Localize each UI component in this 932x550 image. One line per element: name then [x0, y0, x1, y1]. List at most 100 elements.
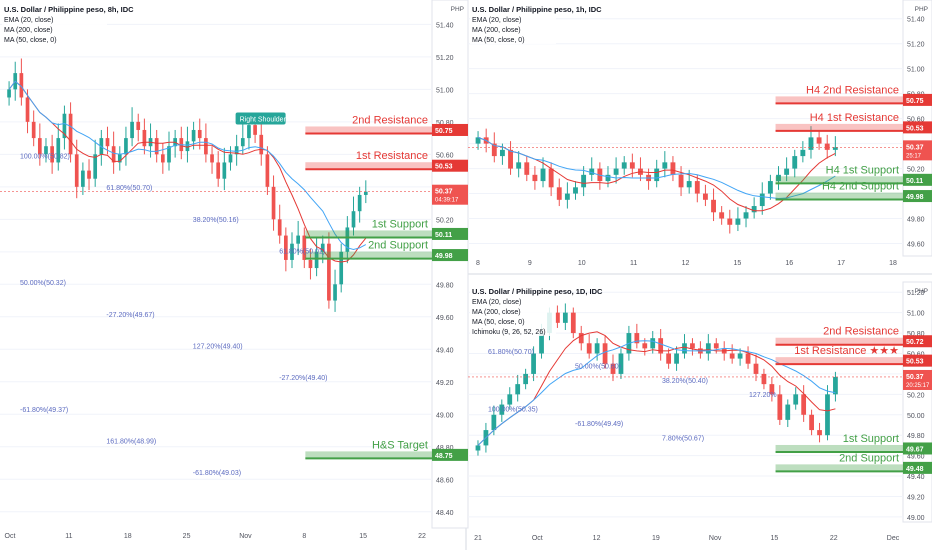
candle-body: [769, 384, 775, 395]
currency-label: PHP: [915, 6, 928, 13]
fib-label: 38.20%(50.40): [662, 378, 708, 385]
level-band: [305, 230, 432, 238]
candle-body: [605, 174, 611, 182]
y-tick-label: 50.80: [907, 331, 925, 338]
x-tick-label: 10: [578, 260, 586, 267]
chart-header: U.S. Dollar / Philippine peso, 1D, IDC: [472, 287, 603, 296]
candle-body: [532, 174, 538, 182]
level-label: 2nd Resistance: [352, 114, 428, 126]
level-price-tag: [903, 121, 932, 134]
candle-body: [784, 168, 790, 175]
indicator-label: MA (50, close, 0): [472, 37, 525, 44]
level-band: [305, 251, 432, 259]
level-band: [775, 444, 903, 452]
level-price-tag-text: 49.48: [906, 466, 924, 473]
candle-body: [666, 353, 671, 364]
candle-body: [727, 218, 733, 225]
candle-body: [265, 154, 270, 187]
countdown-text: 25:17: [906, 153, 922, 159]
y-tick-label: 50.20: [907, 392, 925, 399]
candle-body: [751, 206, 757, 213]
x-tick-label: Oct: [532, 535, 543, 542]
candle-body: [800, 149, 806, 157]
candle-body: [160, 154, 165, 163]
candle-body: [524, 162, 530, 175]
x-tick-label: Dec: [887, 535, 900, 542]
fib-label: 61.80%(50.01): [279, 248, 325, 255]
level-band: [305, 162, 432, 170]
candle-body: [753, 363, 759, 374]
x-tick-label: 11: [630, 260, 637, 267]
candle-body: [284, 235, 288, 260]
candle-body: [314, 251, 319, 269]
level-label: 2nd Support: [839, 452, 899, 464]
y-tick-label: 51.20: [436, 55, 454, 62]
candle-body: [686, 181, 692, 188]
y-tick-label: 49.00: [436, 412, 454, 419]
candle-body: [117, 154, 122, 163]
level-price-tag: [903, 442, 932, 455]
countdown-text: 04:39:17: [435, 198, 459, 204]
candle-body: [589, 168, 595, 175]
y-tick-label: 49.80: [436, 282, 454, 289]
candle-body: [62, 113, 67, 139]
level-price-tag-text: 50.53: [906, 359, 924, 366]
candle-body: [499, 149, 505, 157]
level-price-tag-text: 50.75: [435, 128, 453, 135]
candle-body: [7, 89, 11, 98]
level-price-tag: [432, 249, 468, 262]
candle-body: [824, 143, 830, 150]
candle-body: [191, 129, 196, 142]
fib-label: 100.00%(50.82): [20, 153, 70, 160]
candle-body: [702, 193, 708, 200]
ma-line: [8, 80, 367, 251]
candle-body: [222, 162, 227, 179]
x-tick-label: 22: [830, 535, 838, 542]
fib-label: -61.80%(49.49): [575, 421, 623, 428]
candle-body: [743, 212, 749, 219]
candle-body: [204, 138, 208, 155]
x-tick-label: Nov: [709, 535, 722, 542]
candle-body: [719, 212, 725, 219]
y-tick-label: 51.00: [907, 67, 925, 74]
candle-body: [167, 146, 171, 163]
level-label: H4 1st Support: [826, 164, 899, 176]
legend-box: [470, 284, 556, 336]
level-band: [305, 126, 432, 134]
candle-body: [711, 199, 716, 213]
candle-body: [586, 343, 592, 354]
candle-body: [745, 353, 751, 364]
indicator-label: MA (50, close, 0): [472, 319, 525, 326]
candle-body: [37, 138, 42, 155]
candle-body: [290, 243, 294, 260]
level-label: 2nd Resistance: [823, 326, 899, 338]
y-tick-label: 51.00: [907, 311, 925, 318]
chart-panel-1D: 51.2051.0050.8050.6050.4050.2050.0049.80…: [468, 281, 932, 542]
candle-body: [50, 146, 54, 163]
level-price-tag-text: 50.11: [906, 178, 923, 185]
y-tick-label: 49.60: [436, 315, 454, 322]
fib-label: 61.80%(50.70): [106, 185, 152, 192]
candle-body: [642, 343, 648, 349]
ema-line: [8, 80, 367, 263]
level-label: 1st Resistance ★★★: [794, 345, 899, 357]
level-label: 2nd Support: [368, 240, 428, 252]
fib-label: -27.20%(49.40): [279, 375, 327, 382]
y-tick-label: 49.60: [907, 242, 925, 249]
level-band: [775, 96, 903, 104]
y-tick-label: 49.00: [907, 515, 925, 522]
candle-body: [808, 137, 814, 150]
level-price-tag-text: 50.53: [435, 164, 453, 171]
candle-body: [548, 168, 554, 188]
chart-header: U.S. Dollar / Philippine peso, 1h, IDC: [472, 5, 602, 14]
level-price-tag: [903, 335, 932, 348]
candle-body: [68, 113, 73, 155]
candle-body: [555, 312, 560, 323]
y-tick-label: 48.60: [436, 477, 454, 484]
level-price-tag: [903, 461, 932, 474]
level-price-tag: [903, 93, 932, 106]
candle-body: [801, 394, 807, 415]
candle-body: [610, 363, 616, 374]
y-tick-label: 49.20: [436, 380, 454, 387]
candle-body: [210, 154, 214, 163]
